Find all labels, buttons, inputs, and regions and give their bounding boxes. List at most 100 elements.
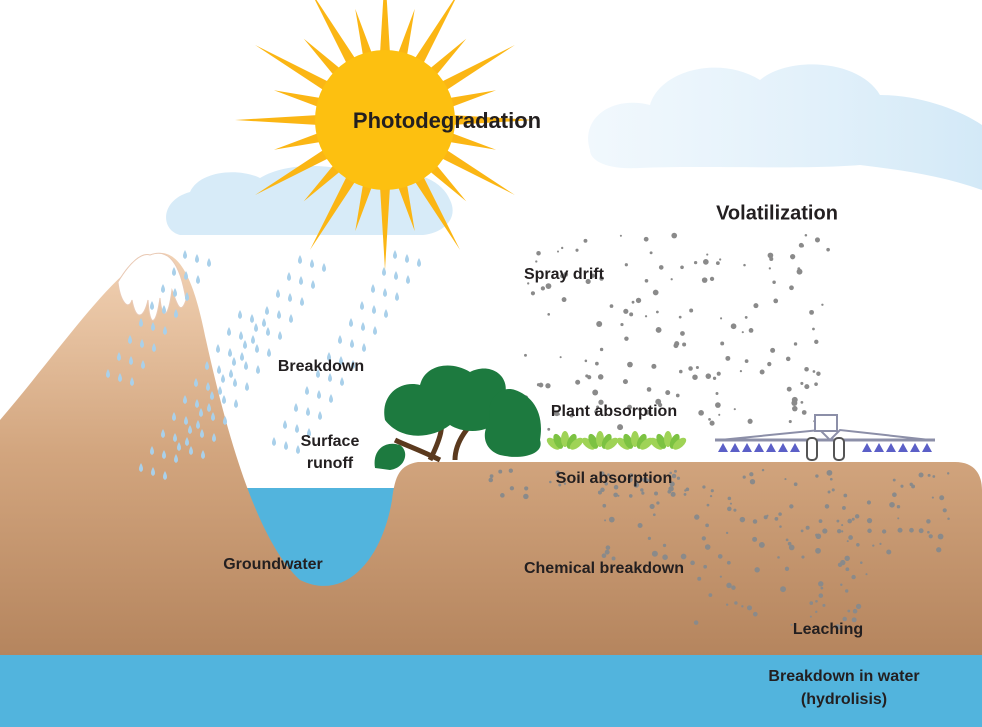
spray-nozzle xyxy=(718,443,728,452)
raindrop xyxy=(349,318,353,327)
particle xyxy=(845,567,849,571)
particle xyxy=(792,406,798,412)
particle xyxy=(640,488,643,491)
sun-ray xyxy=(235,115,325,126)
particle xyxy=(720,317,722,319)
particle xyxy=(715,402,721,408)
particle xyxy=(847,519,852,524)
particle xyxy=(710,421,715,426)
particle xyxy=(764,515,768,519)
particle xyxy=(498,470,502,474)
particle xyxy=(702,277,708,283)
raindrop xyxy=(405,254,409,263)
particle xyxy=(647,387,652,392)
particle xyxy=(716,392,719,395)
particle xyxy=(638,523,643,528)
particle xyxy=(710,277,714,281)
particle xyxy=(865,573,867,575)
particle xyxy=(749,472,753,476)
particle xyxy=(690,561,695,566)
particle xyxy=(654,492,658,496)
raindrop xyxy=(254,323,258,332)
particle xyxy=(600,348,603,351)
particle xyxy=(786,357,791,362)
particle xyxy=(821,304,823,306)
particle xyxy=(680,265,684,269)
particle xyxy=(617,424,623,430)
particle xyxy=(927,531,930,534)
raindrop xyxy=(361,322,365,331)
particle xyxy=(898,528,903,533)
particle xyxy=(897,505,900,508)
particle xyxy=(694,261,697,264)
particle xyxy=(830,478,833,481)
raindrop xyxy=(255,344,259,353)
raindrop xyxy=(245,382,249,391)
particle xyxy=(837,529,841,533)
particle xyxy=(855,514,859,518)
raindrop xyxy=(183,250,187,259)
particle xyxy=(561,247,563,249)
raindrop xyxy=(276,289,280,298)
raindrop xyxy=(300,297,304,306)
particle xyxy=(659,265,664,270)
particle xyxy=(663,544,666,547)
particle xyxy=(841,530,843,532)
particle xyxy=(860,561,863,564)
particle xyxy=(926,519,930,523)
particle xyxy=(727,507,732,512)
raindrop xyxy=(240,352,244,361)
particle xyxy=(734,601,737,604)
raindrop xyxy=(216,344,220,353)
spray-nozzle xyxy=(730,443,740,452)
particle xyxy=(623,309,628,314)
particle xyxy=(629,312,633,316)
particle xyxy=(650,251,653,254)
particle xyxy=(644,237,649,242)
particle xyxy=(801,529,804,532)
raindrop xyxy=(217,365,221,374)
raindrop xyxy=(227,327,231,336)
particle xyxy=(753,519,758,524)
particle xyxy=(928,474,931,477)
particle xyxy=(606,545,611,550)
raindrop xyxy=(283,420,287,429)
particle xyxy=(799,243,804,248)
particle xyxy=(575,249,578,252)
particle xyxy=(773,299,778,304)
raindrop xyxy=(221,374,225,383)
particle xyxy=(689,308,693,312)
particle xyxy=(676,394,680,398)
label-photodegradation: Photodegradation xyxy=(353,108,541,133)
trees xyxy=(375,366,541,470)
particle xyxy=(791,256,794,259)
particle xyxy=(624,336,628,340)
particle xyxy=(841,524,843,526)
raindrop xyxy=(243,340,247,349)
raindrop xyxy=(296,445,300,454)
particle xyxy=(938,534,944,540)
particle xyxy=(541,286,545,290)
spray-nozzle xyxy=(742,443,752,452)
particle xyxy=(741,605,743,607)
raindrop xyxy=(196,275,200,284)
raindrop xyxy=(228,348,232,357)
raindrop xyxy=(232,357,236,366)
particle xyxy=(797,267,800,270)
particle xyxy=(717,372,721,376)
particle xyxy=(731,585,735,589)
particle xyxy=(531,291,535,295)
raindrop xyxy=(288,293,292,302)
particle xyxy=(767,362,771,366)
particle xyxy=(760,370,765,375)
particle xyxy=(510,486,514,490)
particle xyxy=(789,285,794,290)
particle xyxy=(727,561,731,565)
raindrop xyxy=(244,361,248,370)
particle xyxy=(856,543,860,547)
particle xyxy=(867,518,872,523)
raindrop xyxy=(272,437,276,446)
particle xyxy=(745,359,749,363)
particle xyxy=(769,267,771,269)
spray-nozzle xyxy=(886,443,896,452)
